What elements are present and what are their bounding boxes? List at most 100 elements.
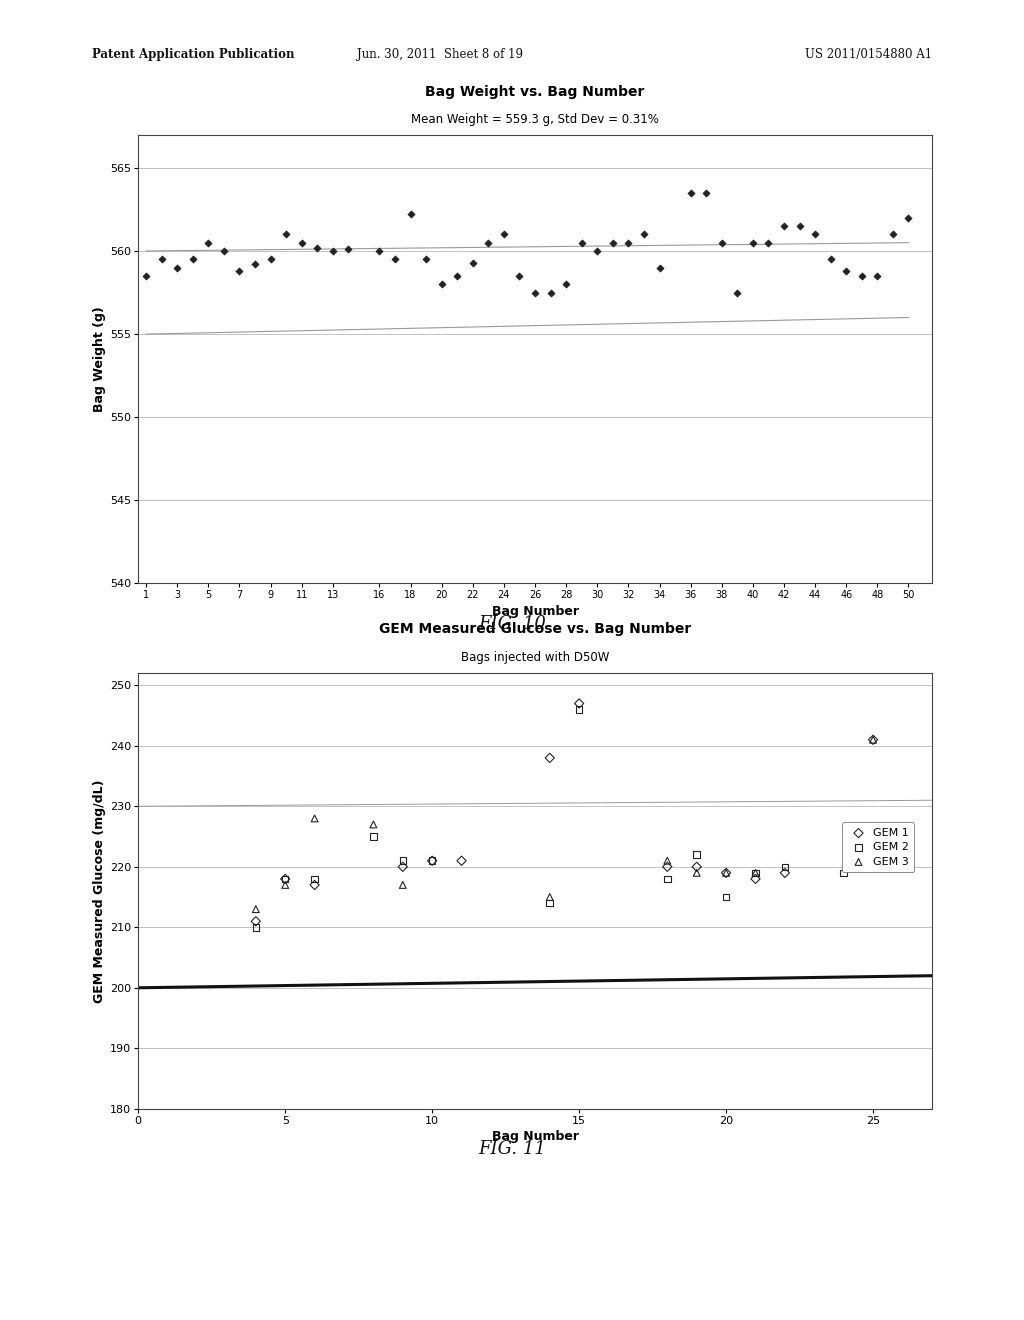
Point	[744, 232, 761, 253]
GEM 2	[542, 892, 558, 913]
GEM 1	[542, 747, 558, 768]
Point	[216, 240, 232, 261]
Y-axis label: GEM Measured Glucose (mg/dL): GEM Measured Glucose (mg/dL)	[93, 779, 105, 1003]
GEM 2	[748, 862, 764, 883]
GEM 2	[776, 857, 793, 878]
Legend: GEM 1, GEM 2, GEM 3: GEM 1, GEM 2, GEM 3	[842, 822, 914, 873]
GEM 2	[836, 862, 852, 883]
Point	[309, 238, 326, 259]
GEM 2	[366, 826, 382, 847]
GEM 3	[394, 874, 411, 895]
GEM 2	[659, 869, 676, 890]
GEM 1	[659, 857, 676, 878]
Y-axis label: Bag Weight (g): Bag Weight (g)	[93, 306, 106, 412]
GEM 2	[248, 917, 264, 939]
Point	[822, 248, 839, 269]
GEM 1	[424, 850, 440, 871]
Text: Mean Weight = 559.3 g, Std Dev = 0.31%: Mean Weight = 559.3 g, Std Dev = 0.31%	[411, 112, 659, 125]
Point	[885, 224, 901, 246]
X-axis label: Bag Number: Bag Number	[492, 1130, 579, 1143]
GEM 3	[748, 862, 764, 883]
Point	[387, 248, 403, 269]
GEM 3	[366, 814, 382, 836]
GEM 1	[248, 911, 264, 932]
Point	[543, 282, 559, 304]
Text: FIG. 11: FIG. 11	[478, 1140, 546, 1159]
GEM 1	[278, 869, 294, 890]
Text: FIG. 10: FIG. 10	[478, 615, 546, 634]
Point	[729, 282, 745, 304]
GEM 3	[306, 808, 323, 829]
Point	[480, 232, 497, 253]
Point	[604, 232, 621, 253]
GEM 3	[248, 899, 264, 920]
GEM 2	[424, 850, 440, 871]
GEM 1	[865, 729, 882, 750]
GEM 2	[278, 869, 294, 890]
GEM 1	[748, 869, 764, 890]
Point	[294, 232, 310, 253]
Point	[838, 260, 854, 281]
GEM 1	[454, 850, 470, 871]
Text: Bags injected with D50W: Bags injected with D50W	[461, 651, 609, 664]
GEM 3	[542, 887, 558, 908]
X-axis label: Bag Number: Bag Number	[492, 605, 579, 618]
Point	[154, 248, 170, 269]
Point	[138, 265, 155, 286]
Point	[372, 240, 388, 261]
Point	[200, 232, 216, 253]
GEM 2	[394, 850, 411, 871]
Point	[184, 248, 201, 269]
Point	[682, 182, 698, 203]
GEM 1	[306, 874, 323, 895]
Point	[169, 257, 185, 279]
Point	[776, 215, 793, 236]
Point	[278, 224, 294, 246]
Point	[231, 260, 248, 281]
Point	[636, 224, 652, 246]
Point	[573, 232, 590, 253]
Point	[340, 239, 356, 260]
GEM 3	[659, 850, 676, 871]
Point	[325, 240, 341, 261]
Point	[807, 224, 823, 246]
GEM 3	[718, 862, 734, 883]
Point	[496, 224, 512, 246]
GEM 1	[776, 862, 793, 883]
Point	[714, 232, 730, 253]
GEM 1	[688, 857, 705, 878]
Point	[698, 182, 715, 203]
Text: Patent Application Publication: Patent Application Publication	[92, 48, 295, 61]
Point	[247, 253, 263, 275]
GEM 3	[865, 729, 882, 750]
GEM 2	[306, 869, 323, 890]
Point	[262, 248, 279, 269]
Text: Jun. 30, 2011  Sheet 8 of 19: Jun. 30, 2011 Sheet 8 of 19	[357, 48, 523, 61]
GEM 1	[571, 693, 588, 714]
GEM 2	[865, 857, 882, 878]
Point	[558, 273, 574, 294]
Point	[433, 273, 450, 294]
Point	[760, 232, 776, 253]
Point	[854, 265, 870, 286]
Text: US 2011/0154880 A1: US 2011/0154880 A1	[805, 48, 932, 61]
Point	[402, 203, 419, 224]
Point	[651, 257, 668, 279]
Point	[792, 215, 808, 236]
Text: GEM Measured Glucose vs. Bag Number: GEM Measured Glucose vs. Bag Number	[379, 622, 691, 636]
Point	[589, 240, 605, 261]
GEM 2	[718, 887, 734, 908]
Text: Bag Weight vs. Bag Number: Bag Weight vs. Bag Number	[425, 84, 645, 99]
Point	[511, 265, 527, 286]
GEM 2	[571, 700, 588, 721]
GEM 3	[278, 874, 294, 895]
GEM 1	[718, 862, 734, 883]
Point	[869, 265, 886, 286]
Point	[526, 282, 543, 304]
GEM 1	[394, 857, 411, 878]
Point	[621, 232, 637, 253]
GEM 3	[688, 862, 705, 883]
Point	[418, 248, 434, 269]
Point	[450, 265, 466, 286]
Point	[900, 207, 916, 228]
